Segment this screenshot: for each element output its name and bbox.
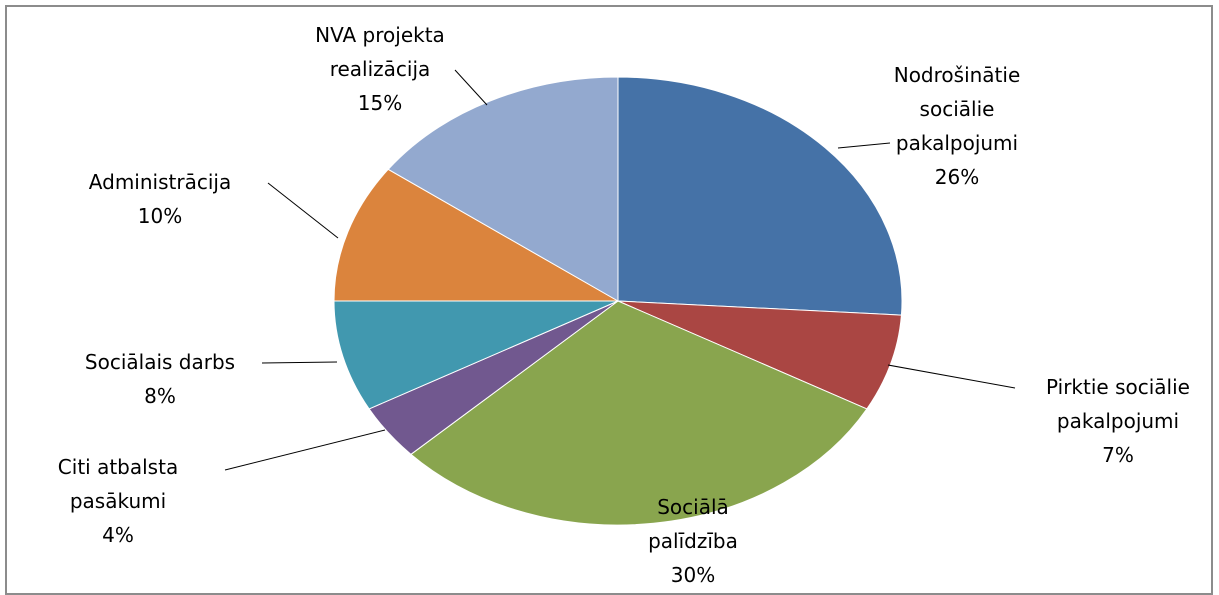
data-label: Sociālais darbs 8% bbox=[45, 345, 275, 413]
category-label: Citi atbalsta pasākumi bbox=[57, 455, 179, 513]
leader-line bbox=[837, 142, 891, 149]
pie-slice bbox=[387, 76, 619, 302]
pie-slice bbox=[410, 300, 868, 526]
leader-line bbox=[224, 429, 386, 471]
data-label: Pirktie sociālie pakalpojumi 7% bbox=[1013, 370, 1219, 472]
category-label: Administrācija bbox=[88, 170, 232, 194]
pie-slice bbox=[617, 76, 903, 316]
percent-label: 7% bbox=[1102, 443, 1134, 467]
pie-slice bbox=[333, 168, 620, 302]
category-label: Pirktie sociālie pakalpojumi bbox=[1046, 375, 1190, 433]
percent-label: 4% bbox=[102, 523, 134, 547]
data-label: Citi atbalsta pasākumi 4% bbox=[28, 450, 208, 552]
category-label: Nodrošinātie sociālie pakalpojumi bbox=[893, 63, 1021, 155]
leader-line bbox=[454, 69, 488, 106]
percent-label: 30% bbox=[670, 563, 716, 587]
category-label: NVA projekta realizācija bbox=[315, 23, 445, 81]
data-label: Nodrošinātie sociālie pakalpojumi 26% bbox=[882, 58, 1032, 194]
leader-line bbox=[887, 364, 1016, 389]
percent-label: 26% bbox=[934, 165, 980, 189]
percent-label: 15% bbox=[357, 91, 403, 115]
leader-line bbox=[261, 361, 338, 364]
category-label: Sociālā palīdzība bbox=[648, 495, 738, 553]
data-label: Administrācija 10% bbox=[45, 165, 275, 233]
leader-line bbox=[267, 182, 339, 239]
category-label: Sociālais darbs bbox=[84, 350, 236, 374]
percent-label: 10% bbox=[137, 204, 183, 228]
data-label: NVA projekta realizācija 15% bbox=[275, 18, 485, 120]
pie-slice bbox=[333, 300, 619, 410]
pie-slice bbox=[617, 300, 902, 410]
data-label: Sociālā palīdzība 30% bbox=[623, 490, 763, 592]
percent-label: 8% bbox=[144, 384, 176, 408]
